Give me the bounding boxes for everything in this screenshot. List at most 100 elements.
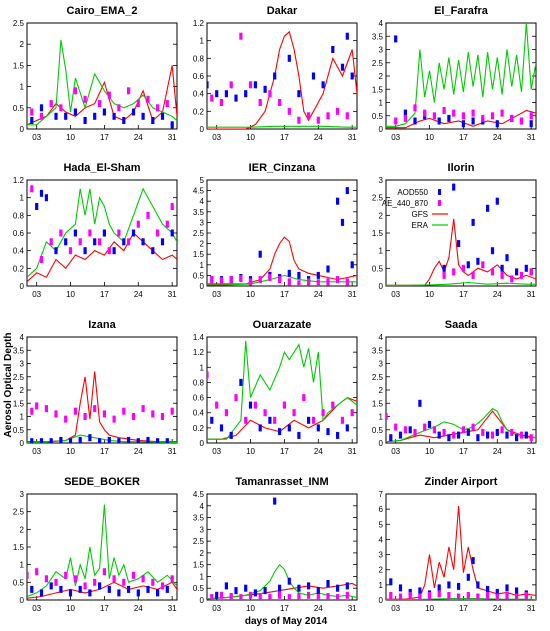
y-tick-label: 3 [20,490,25,499]
x-tick-label: 17 [459,290,468,299]
y-tick-label: 1 [379,247,384,256]
panel-6: Ilorin 0 0.5 1 1.5 2 2.5 3 03 10 17 24 31 [372,162,537,299]
data-point-ae_440_870 [336,276,340,284]
x-tick-label: 10 [66,447,75,456]
x-tick-label: 17 [280,604,289,613]
panel-title: Ouarzazate [253,319,312,331]
y-tick-label: 0.5 [372,264,384,273]
data-point-aod550 [215,591,219,599]
data-point-ae_440_870 [160,413,165,420]
data-point-ae_440_870 [234,394,238,402]
data-point-aod550 [350,72,354,80]
y-tick-label: 3 [379,360,384,369]
data-point-aod550 [244,584,248,592]
y-tick-label: 2.5 [372,59,384,68]
data-point-ae_440_870 [117,104,121,112]
data-point-aod550 [151,117,155,124]
data-point-aod550 [495,120,499,128]
data-point-ae_440_870 [78,238,82,246]
y-tick-label: 0 [200,596,205,605]
data-point-ae_440_870 [83,95,87,103]
data-point-ae_440_870 [170,575,174,583]
data-point-ae_440_870 [461,264,465,272]
data-point-ae_440_870 [452,431,456,439]
x-tick-label: 03 [391,604,400,613]
y-tick-label: 4 [379,333,384,342]
data-point-aod550 [39,104,44,112]
y-tick-label: 3.5 [13,346,25,355]
data-point-ae_440_870 [500,271,504,279]
y-tick-label: 0.4 [193,409,205,418]
x-tick-label: 24 [314,604,323,613]
y-tick-label: 2.5 [193,229,205,238]
data-point-aod550 [505,431,509,439]
y-tick-label: 1 [200,37,205,46]
data-point-aod550 [486,204,490,212]
data-point-ae_440_870 [268,274,272,281]
panels: Cairo_EMA_200.511.522.503 10 17 24 31Dakar00… [13,5,537,613]
y-tick-label: 3.5 [193,514,205,523]
data-point-ae_440_870 [316,279,320,286]
data-point-ae_440_870 [30,108,34,116]
data-point-aod550 [278,584,282,592]
data-point-ae_440_870 [64,415,68,423]
y-tick-label: 3 [200,218,205,227]
data-point-aod550 [442,264,446,272]
legend-label: ERA [412,221,429,230]
plot-frame [206,179,358,287]
data-point-aod550 [461,120,465,128]
plot-frame [26,179,178,287]
data-point-ae_440_870 [215,401,219,409]
data-point-aod550 [146,585,150,593]
data-point-aod550 [131,229,136,237]
series-line-era [386,281,536,286]
series-group [386,506,536,600]
data-point-ae_440_870 [331,401,335,409]
x-tick-label: 24 [134,290,143,299]
series-line-gfs [207,30,357,129]
y-tick-label: 1.5 [193,250,205,259]
series-line-era [207,340,357,440]
data-point-ae_440_870 [229,81,233,89]
data-point-aod550 [258,250,262,258]
x-axis-label: days of May 2014 [245,616,328,627]
data-point-ae_440_870 [59,229,63,237]
data-point-ae_440_870 [345,278,349,286]
data-point-aod550 [83,117,87,124]
data-point-ae_440_870 [210,594,214,600]
data-point-aod550 [336,431,340,439]
data-point-ae_440_870 [481,428,485,436]
data-point-ae_440_870 [268,594,272,600]
data-point-ae_440_870 [490,112,495,120]
data-point-aod550 [287,424,291,432]
data-point-ae_440_870 [432,426,436,434]
data-point-ae_440_870 [136,220,140,228]
data-point-aod550 [83,247,87,255]
data-point-ae_440_870 [529,268,533,276]
data-point-aod550 [278,428,282,436]
data-point-ae_440_870 [481,261,485,269]
data-point-aod550 [239,378,243,386]
data-point-aod550 [457,431,461,439]
y-tick-label: 0 [20,596,25,605]
data-point-ae_440_870 [510,275,514,283]
data-point-aod550 [452,183,456,191]
x-tick-label: 03 [212,290,221,299]
data-point-ae_440_870 [471,271,475,279]
x-tick-label: 31 [348,133,357,142]
y-tick-label: 0 [20,282,25,291]
plot-frame [385,336,537,444]
x-tick-label: 03 [391,447,400,456]
y-tick-label: 1.5 [13,543,25,552]
data-point-ae_440_870 [39,256,44,263]
panel-title: Ilorin [448,162,475,174]
data-point-ae_440_870 [210,94,214,102]
data-point-ae_440_870 [297,593,301,600]
data-point-aod550 [39,189,44,197]
data-point-ae_440_870 [268,90,272,98]
y-tick-label: 0.2 [193,107,205,116]
data-point-aod550 [30,585,34,593]
data-point-ae_440_870 [229,593,233,600]
y-tick-label: 3.5 [372,346,384,355]
data-point-ae_440_870 [248,591,253,599]
